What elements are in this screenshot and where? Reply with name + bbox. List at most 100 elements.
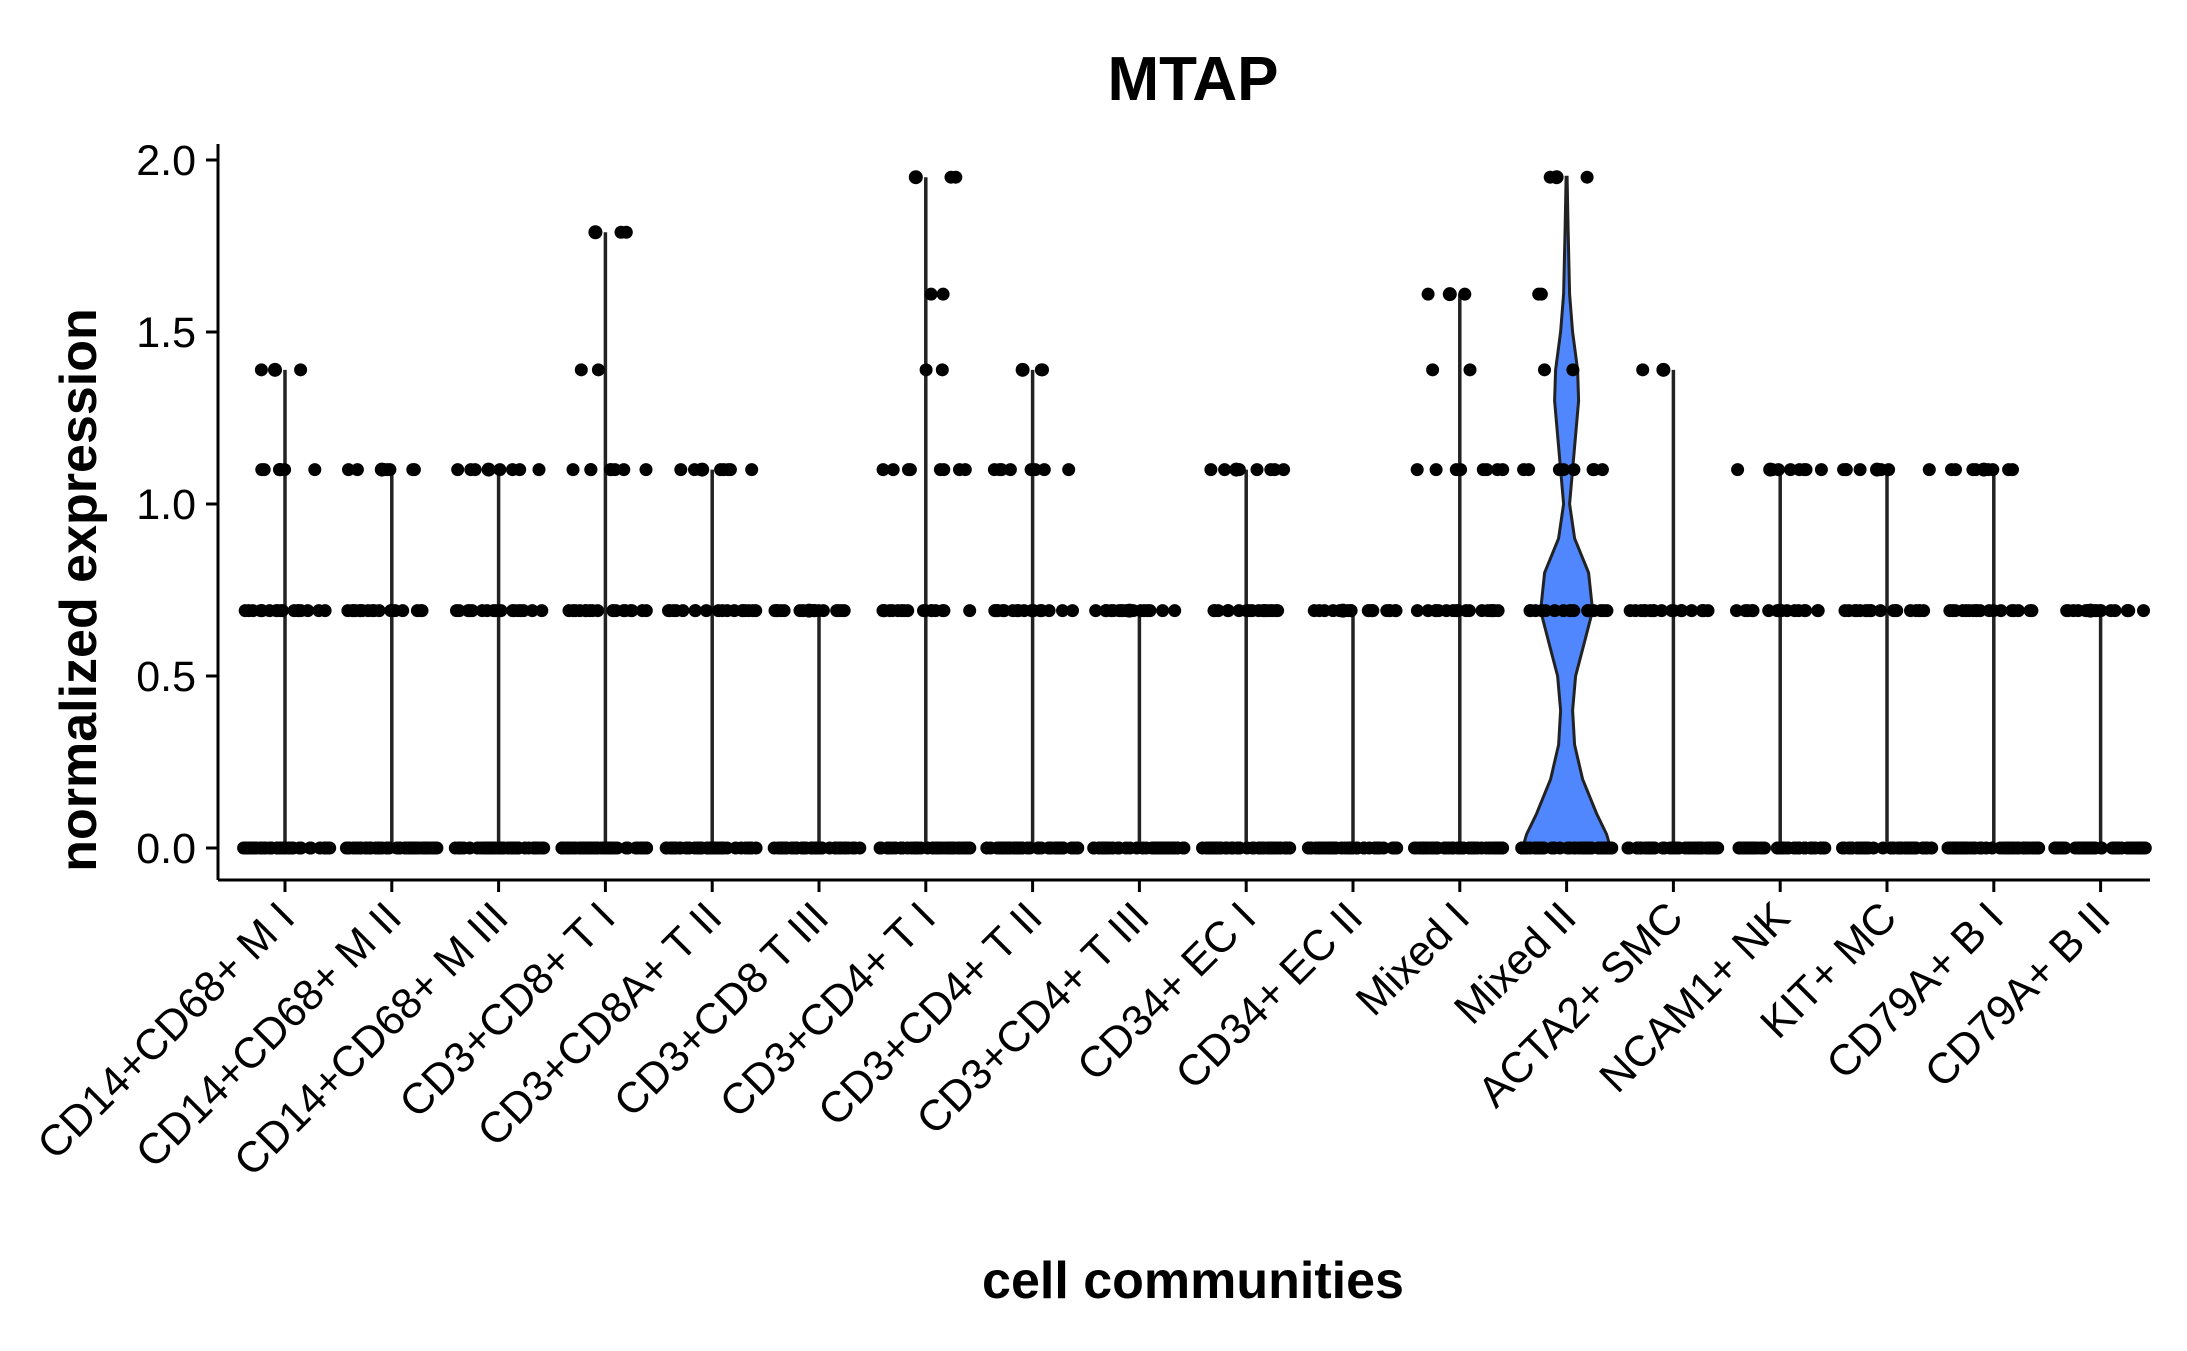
data-point <box>2086 841 2099 855</box>
data-point <box>1273 841 1286 855</box>
data-point <box>263 604 277 618</box>
data-point <box>830 604 844 618</box>
data-point <box>254 363 268 377</box>
data-point <box>1586 463 1600 477</box>
data-point <box>1808 841 1822 855</box>
data-point <box>574 841 588 855</box>
violin-group <box>1730 462 1832 855</box>
data-point <box>668 841 682 855</box>
data-point <box>1731 463 1745 477</box>
data-point <box>1122 603 1137 618</box>
data-point <box>1034 841 1048 855</box>
data-point <box>1798 841 1812 855</box>
data-point <box>1325 841 1339 855</box>
data-point <box>384 604 398 618</box>
data-point <box>1966 463 1980 477</box>
data-point <box>816 604 830 618</box>
data-point <box>1811 604 1825 618</box>
data-point <box>639 841 653 855</box>
data-point <box>493 463 507 477</box>
data-point <box>2115 841 2128 855</box>
data-point <box>1087 841 1101 855</box>
data-point <box>318 604 332 618</box>
data-point <box>2121 604 2134 618</box>
data-point <box>937 463 951 477</box>
data-point <box>620 841 634 855</box>
chart-title: MTAP <box>1107 45 1278 114</box>
data-point <box>723 463 737 477</box>
data-point <box>1538 363 1551 377</box>
data-point <box>291 604 305 618</box>
data-point <box>1870 462 1884 477</box>
data-point <box>1015 362 1030 377</box>
data-point <box>689 604 702 618</box>
data-point <box>874 841 887 855</box>
data-point <box>1839 463 1853 477</box>
data-point <box>679 841 693 855</box>
data-point <box>1595 463 1609 477</box>
data-point <box>1656 362 1671 377</box>
data-point <box>1529 841 1543 855</box>
data-point <box>1421 604 1435 618</box>
data-point <box>579 604 593 618</box>
data-point <box>715 604 729 618</box>
data-point <box>727 604 741 618</box>
data-point <box>522 841 536 855</box>
data-point <box>1229 462 1244 477</box>
y-tick-label: 0.0 <box>136 825 196 873</box>
data-point <box>525 604 539 618</box>
data-point <box>2071 604 2085 618</box>
data-point <box>1706 841 1720 855</box>
data-point <box>2061 604 2075 618</box>
data-point <box>895 841 909 855</box>
data-point <box>1148 841 1162 855</box>
data-point <box>1302 841 1316 855</box>
data-point <box>1487 604 1501 618</box>
data-point <box>749 841 763 855</box>
data-point <box>1410 604 1424 618</box>
data-point <box>481 462 496 477</box>
data-point <box>924 287 938 301</box>
violin-group <box>1941 462 2046 855</box>
data-point <box>1566 363 1580 377</box>
data-point <box>535 604 549 618</box>
data-point <box>1838 604 1852 618</box>
data-point <box>1665 604 1679 618</box>
data-point <box>1912 604 1926 618</box>
data-point <box>482 841 496 855</box>
data-point <box>1788 841 1802 855</box>
data-point <box>2025 604 2039 618</box>
data-point <box>598 841 612 855</box>
data-point <box>268 362 282 377</box>
data-point <box>1196 841 1209 855</box>
data-point <box>1850 604 1863 618</box>
data-point <box>886 463 900 477</box>
data-point <box>2137 604 2150 618</box>
data-point <box>1774 841 1788 855</box>
data-point <box>238 604 252 618</box>
data-point <box>303 841 317 855</box>
data-point <box>993 463 1007 477</box>
data-point <box>1357 841 1371 855</box>
violin-group <box>2048 603 2152 855</box>
data-point <box>1013 841 1027 855</box>
data-point <box>1136 841 1150 855</box>
data-point <box>254 604 268 618</box>
data-point <box>497 841 511 855</box>
data-point <box>1246 841 1260 855</box>
data-point <box>1969 604 1983 618</box>
data-point <box>802 603 816 618</box>
data-point <box>1366 604 1380 618</box>
data-point <box>1220 841 1234 855</box>
data-point <box>406 463 420 477</box>
data-point <box>1922 463 1936 477</box>
data-point <box>897 604 911 618</box>
data-point <box>1263 841 1277 855</box>
data-point <box>1685 604 1699 618</box>
data-point <box>1862 841 1876 855</box>
data-point <box>805 841 819 855</box>
data-point <box>1089 604 1103 618</box>
data-point <box>617 604 631 618</box>
data-point <box>716 841 730 855</box>
